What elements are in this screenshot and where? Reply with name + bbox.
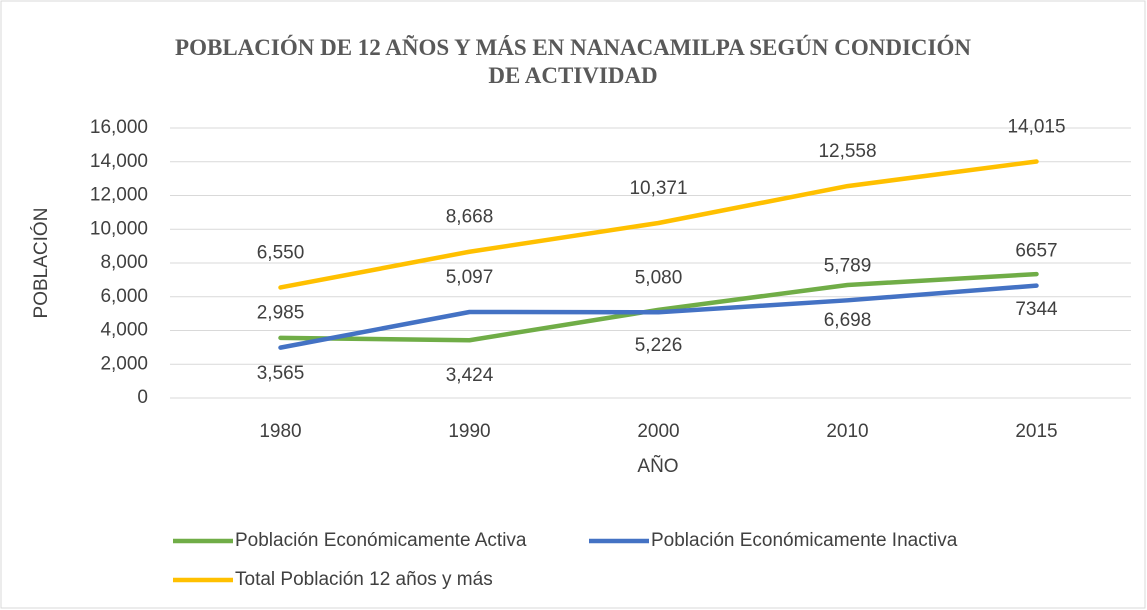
legend-label: Población Económicamente Inactiva	[651, 530, 958, 551]
y-tick-label: 6,000	[100, 286, 148, 307]
x-tick-label: 2015	[1015, 421, 1057, 442]
data-label: 14,015	[1007, 117, 1065, 138]
data-label: 12,558	[818, 141, 876, 162]
line-series	[278, 283, 1039, 350]
y-tick-label: 12,000	[90, 185, 148, 206]
y-tick-label: 8,000	[100, 252, 148, 273]
legend-label: Total Población 12 años y más	[235, 569, 493, 590]
x-axis-title: AÑO	[637, 455, 678, 477]
y-tick-label: 16,000	[90, 117, 148, 138]
x-tick-label: 2000	[637, 421, 679, 442]
data-label: 6,698	[824, 310, 872, 331]
y-tick-label: 2,000	[100, 353, 148, 374]
y-tick-label: 0	[137, 387, 148, 408]
y-tick-label: 10,000	[90, 218, 148, 239]
y-tick-label: 14,000	[90, 151, 148, 172]
data-label: 8,668	[446, 207, 494, 228]
data-label: 5,789	[824, 255, 872, 276]
x-tick-label: 1990	[448, 421, 490, 442]
y-tick-label: 4,000	[100, 320, 148, 341]
line-series	[278, 271, 1039, 343]
data-label: 2,985	[257, 303, 305, 324]
data-label: 5,226	[635, 335, 683, 356]
data-label: 7344	[1015, 299, 1058, 320]
data-label: 6,550	[257, 242, 305, 263]
x-tick-label: 1980	[259, 421, 301, 442]
data-label: 3,565	[257, 363, 305, 384]
line-series	[278, 159, 1039, 290]
data-label: 3,424	[446, 365, 494, 386]
chart-title: POBLACIÓN DE 12 AÑOS Y MÁS EN NANACAMILP…	[175, 35, 971, 88]
legend-label: Población Económicamente Activa	[235, 530, 527, 551]
data-label: 5,080	[635, 267, 683, 288]
x-tick-label: 2010	[826, 421, 868, 442]
data-label: 5,097	[446, 267, 494, 288]
data-label: 6657	[1015, 241, 1057, 262]
data-label: 10,371	[629, 178, 687, 199]
y-axis-title: POBLACIÓN	[30, 208, 52, 319]
